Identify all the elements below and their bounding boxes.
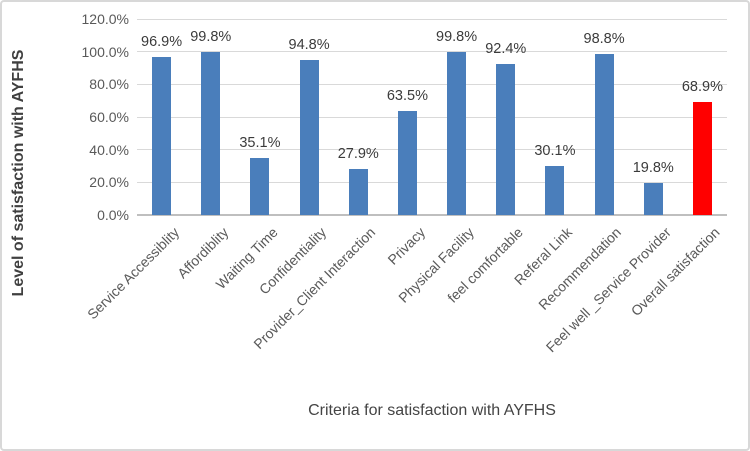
gridline <box>137 116 727 118</box>
bar-value-label: 19.8% <box>632 159 674 176</box>
bar-value-label: 99.8% <box>436 28 478 45</box>
bar-value-label: 94.8% <box>288 37 330 54</box>
gridline <box>137 149 727 151</box>
bar <box>447 51 467 215</box>
bar-value-label: 92.4% <box>485 41 527 58</box>
x-axis-line <box>137 214 727 216</box>
bar <box>299 60 319 215</box>
y-tick-label: 120.0% <box>81 11 129 27</box>
bar <box>348 169 368 215</box>
bar <box>201 51 221 215</box>
bar-value-label: 68.9% <box>681 79 723 96</box>
y-tick-label: 60.0% <box>89 109 129 125</box>
gridline <box>137 18 727 20</box>
y-tick-label: 100.0% <box>81 43 129 60</box>
bar-value-label: 98.8% <box>583 30 625 47</box>
category-label: Overall satisfaction <box>627 224 723 319</box>
bar <box>250 157 270 215</box>
bar <box>594 53 614 215</box>
gridline <box>137 51 727 53</box>
bar <box>397 111 417 215</box>
y-tick-label: 40.0% <box>89 141 129 158</box>
bar <box>692 102 712 215</box>
y-tick-label: 80.0% <box>89 76 129 93</box>
bar-value-label: 27.9% <box>337 146 379 163</box>
bar-value-label: 35.1% <box>239 134 281 151</box>
y-axis-title: Level of satisfaction with AYFHS <box>10 49 27 297</box>
bar <box>545 165 565 215</box>
bar <box>152 56 172 215</box>
gridline <box>137 181 727 183</box>
category-label: Privacy <box>383 224 428 268</box>
bar-value-label: 96.9% <box>141 33 183 50</box>
bar-value-label: 99.8% <box>190 28 232 45</box>
x-axis-title: Criteria for satisfaction with AYFHS <box>308 402 556 419</box>
y-tick-label: 0.0% <box>97 207 129 223</box>
bar-value-label: 63.5% <box>386 88 428 105</box>
gridline <box>137 83 727 85</box>
category-label: Service Accessiblity <box>83 224 182 323</box>
y-tick-label: 20.0% <box>89 174 129 191</box>
bar <box>496 64 516 215</box>
bar-value-label: 30.1% <box>534 142 576 159</box>
bar <box>643 182 663 215</box>
